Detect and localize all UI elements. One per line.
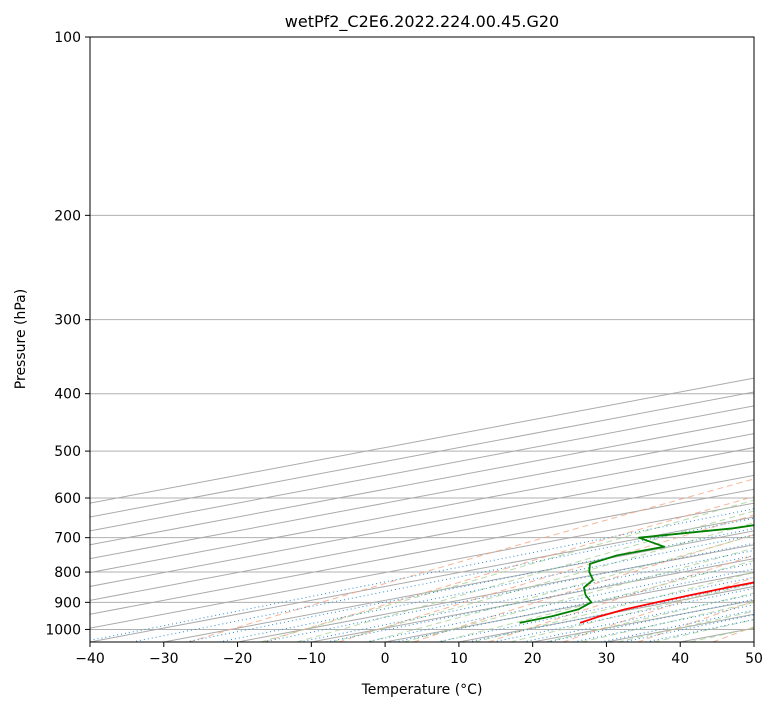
x-tick-label: 10 [450,651,468,667]
x-tick-label: 0 [381,651,390,667]
isotherm-line [90,377,754,504]
isotherm-line [90,474,754,601]
dry-adiabat-line [263,496,754,642]
axes: −40 −30 −20 −10 0 10 20 30 40 50 100 200 300 400 500 60… [45,30,763,667]
moist-adiabat-line [689,627,754,642]
isotherm-line [458,585,754,642]
moist-adiabat-line [581,601,754,642]
moist-adiabat-line [509,582,754,642]
x-tick-label: 40 [671,651,689,667]
y-tick-label: 200 [54,208,81,224]
isotherm-line [163,530,754,642]
mixing-ratio-line [573,604,754,642]
moist-adiabat-line [367,534,754,642]
y-axis-label: Pressure (hPa) [13,289,29,389]
isotherm-line [90,433,754,560]
x-tick-label: −20 [223,651,253,667]
moist-adiabat-line [260,499,754,642]
mixing-ratio-line [492,587,754,642]
y-tick-label: 100 [54,30,81,46]
y-tick-label: 500 [54,444,81,460]
y-tick-label: 1000 [45,622,81,638]
sounding-line [579,581,754,624]
isotherm-line [90,516,754,642]
isotherm-line [90,460,754,587]
isotherm-line [311,558,754,642]
mixing-ratio-line [132,517,754,642]
mixing-ratio-line [546,598,754,642]
mixing-ratio-line [600,609,754,642]
isotherm-line [680,627,754,642]
dry-adiabat-line [338,514,754,642]
y-tick-label: 700 [54,531,81,547]
x-tick-label: 20 [524,651,542,667]
background-grid [90,37,754,642]
y-tick-label: 300 [54,313,81,329]
mixing-ratio-line [522,593,754,642]
dry-adiabat-line [488,554,754,642]
moist-adiabat-line [332,522,754,642]
isotherm-line [90,447,754,574]
x-tick-label: 50 [745,651,763,667]
isotherm-line [753,641,754,642]
isotherm-line [90,405,754,532]
y-tick-label: 400 [54,387,81,403]
isotherm-line [90,391,754,518]
x-tick-label: −30 [149,651,179,667]
sounding-line [519,524,754,624]
isotherm-line [90,502,754,629]
isotherm-line [237,544,754,642]
isotherm-line [90,419,754,546]
mixing-ratio-line [262,542,754,642]
chart-title: wetPf2_C2E6.2022.224.00.45.G20 [285,12,559,32]
moist-adiabat-line [296,510,754,642]
y-tick-label: 900 [54,595,81,611]
isotherm-line [606,613,754,642]
x-tick-label: −10 [297,651,327,667]
plot-frame [89,36,755,643]
x-tick-label: −40 [75,651,105,667]
moist-adiabat-line [474,571,754,642]
y-tick-label: 800 [54,565,81,581]
moist-adiabat-line [403,547,754,642]
mixing-ratio-line [90,508,754,641]
x-axis-label: Temperature (°C) [361,682,483,698]
moist-adiabat-line [438,560,754,642]
isotherm-line [90,488,754,615]
y-tick-label: 600 [54,491,81,507]
x-tick-label: 30 [598,651,616,667]
data-layer [519,524,754,624]
moist-adiabat-line [545,592,754,642]
isotherm-line [385,572,754,642]
